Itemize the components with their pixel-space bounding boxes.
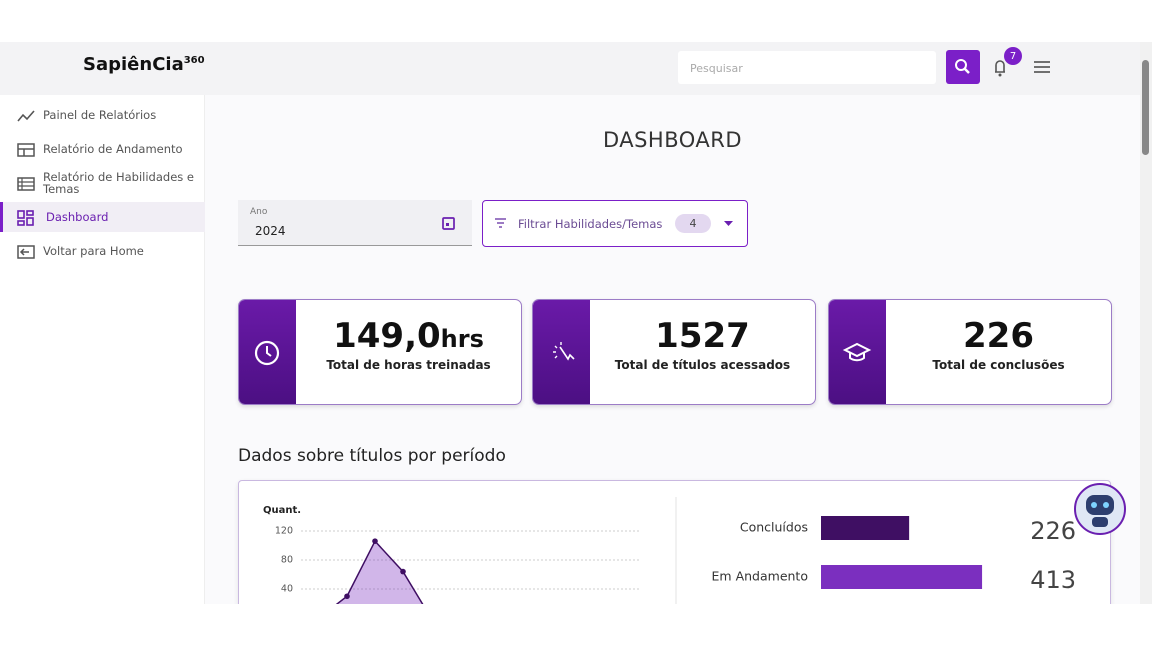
chart-panel: Quant. 40 80 120 Concluídos 226 Em Andamento 41… xyxy=(238,480,1111,604)
sidebar-item[interactable]: Voltar para Home xyxy=(0,236,205,266)
y-tick-label: 40 xyxy=(281,584,293,595)
sidebar-label: Painel de Relatórios xyxy=(43,108,157,122)
y-tick-label: 120 xyxy=(275,526,293,537)
logo-text: SapiênCia xyxy=(83,54,184,75)
sidebar: Painel de Relatórios Relatório de Andamen… xyxy=(0,95,205,604)
search-icon xyxy=(955,59,970,74)
scrollbar[interactable] xyxy=(1140,42,1152,604)
area xyxy=(337,541,423,604)
stat-number: 149,0 xyxy=(333,316,441,356)
sidebar-label: Dashboard xyxy=(46,210,109,224)
sidebar-item[interactable]: Relatório de Andamento xyxy=(0,134,205,164)
menu-button[interactable] xyxy=(1033,59,1053,75)
search-placeholder: Pesquisar xyxy=(690,62,743,75)
sidebar-label: Voltar para Home xyxy=(43,244,144,258)
year-value: 2024 xyxy=(255,224,286,238)
app: SapiênCia360 Pesquisar 7 Painel de Relat… xyxy=(0,42,1152,604)
dropdown-caret xyxy=(724,221,733,226)
chart: Quant. 40 80 120 Concluídos 226 Em Andamento 41… xyxy=(263,497,1076,604)
stat-unit: hrs xyxy=(440,325,484,353)
calendar-icon xyxy=(442,217,455,230)
sidebar-label: Relatório de Andamento xyxy=(43,142,183,156)
sidebar-icon xyxy=(17,210,34,226)
point xyxy=(344,593,350,600)
notifications[interactable]: 7 xyxy=(988,46,1028,82)
notification-badge: 7 xyxy=(1010,51,1016,62)
stat-value: 226 xyxy=(886,316,1111,356)
search-input[interactable]: Pesquisar xyxy=(678,51,936,84)
stat-number: 1527 xyxy=(655,316,750,356)
stat-number: 226 xyxy=(963,316,1034,356)
bar xyxy=(821,565,983,589)
point xyxy=(400,568,406,575)
scroll-thumb[interactable] xyxy=(1142,60,1149,155)
point xyxy=(372,538,378,544)
logo[interactable]: SapiênCia360 xyxy=(83,54,205,75)
sidebar-label: Relatório de Habilidades e Temas xyxy=(43,170,195,196)
sidebar-icon xyxy=(17,143,35,157)
bar-category: Concluídos xyxy=(740,520,808,535)
bar-category: Em Andamento xyxy=(712,569,808,584)
stat-icon xyxy=(553,342,575,361)
stat-value: 1527 xyxy=(590,316,815,356)
stat-label: Total de conclusões xyxy=(932,358,1065,372)
stat-icon xyxy=(254,340,280,366)
sidebar-icon xyxy=(17,245,35,259)
header: SapiênCia360 Pesquisar 7 xyxy=(0,42,1140,95)
stat-card: 149,0hrs Total de horas treinadas xyxy=(238,299,522,405)
skills-filter[interactable]: Filtrar Habilidades/Temas 4 xyxy=(482,200,748,247)
stat-card: 226 Total de conclusões xyxy=(828,299,1112,405)
section-title: Dados sobre títulos por período xyxy=(238,446,506,466)
skills-filter-label: Filtrar Habilidades/Temas xyxy=(518,217,663,231)
stat-icon-panel xyxy=(533,300,590,404)
stat-value: 149,0hrs xyxy=(296,316,521,356)
y-tick-label: 80 xyxy=(281,555,293,566)
sidebar-icon xyxy=(17,110,35,122)
assistant-bot[interactable] xyxy=(1072,481,1128,537)
stat-label: Total de títulos acessados xyxy=(614,358,791,372)
stat-card: 1527 Total de títulos acessados xyxy=(532,299,816,405)
stat-icon-panel xyxy=(239,300,296,404)
stat-icon xyxy=(842,342,872,362)
stat-label: Total de horas treinadas xyxy=(326,358,491,372)
sidebar-icon xyxy=(17,177,35,191)
page-title: DASHBOARD xyxy=(602,128,743,152)
search-button[interactable] xyxy=(946,50,980,84)
year-field[interactable]: Ano 2024 xyxy=(238,200,472,246)
bar-value: 226 xyxy=(1030,517,1076,545)
logo-sup: 360 xyxy=(183,55,205,66)
bar-value: 413 xyxy=(1030,566,1076,594)
filter-icon xyxy=(495,218,506,228)
y-axis-label: Quant. xyxy=(263,505,301,516)
bar xyxy=(821,516,910,540)
sidebar-item[interactable]: Painel de Relatórios xyxy=(0,100,205,130)
stat-icon-panel xyxy=(829,300,886,404)
year-label: Ano xyxy=(250,207,268,217)
sidebar-item[interactable]: Relatório de Habilidades e Temas xyxy=(0,168,205,198)
skills-count: 4 xyxy=(675,214,711,233)
sidebar-item[interactable]: Dashboard xyxy=(0,202,205,232)
